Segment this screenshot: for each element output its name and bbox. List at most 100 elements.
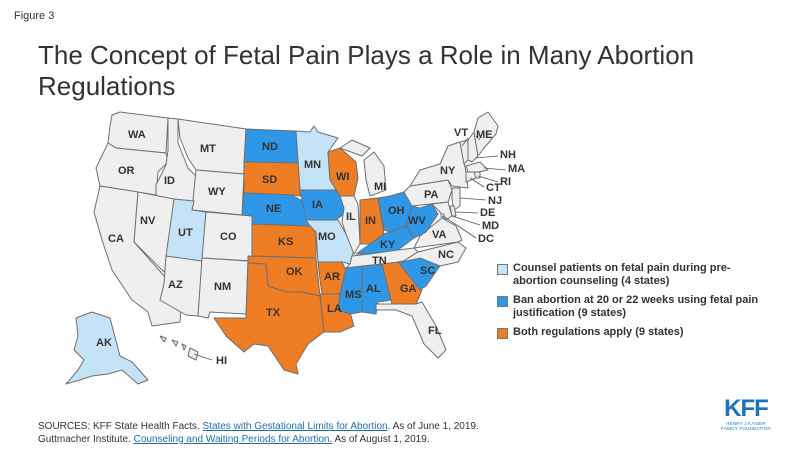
logo-text: KFF <box>724 395 769 422</box>
state-label-AK: AK <box>96 337 112 349</box>
state-label-ME: ME <box>476 129 493 141</box>
leader-line <box>483 167 507 171</box>
leader-line <box>477 175 499 183</box>
logo-subline-2: FAMILY FOUNDATION <box>721 426 771 431</box>
state-MD <box>431 201 453 221</box>
source-1-suffix: . As of June 1, 2019. <box>387 421 479 432</box>
state-label-LA: LA <box>327 303 342 315</box>
state-label-WA: WA <box>128 129 146 141</box>
leader-line <box>442 215 477 239</box>
state-label-NH: NH <box>500 149 516 161</box>
state-label-NM: NM <box>214 281 231 293</box>
state-IL <box>339 195 361 255</box>
state-label-MI: MI <box>374 181 386 193</box>
state-label-FL: FL <box>428 325 442 337</box>
state-label-OK: OK <box>286 266 303 278</box>
state-label-NC: NC <box>438 249 454 261</box>
state-label-NV: NV <box>140 215 156 227</box>
legend-swatch-counsel <box>497 264 508 275</box>
state-label-NJ: NJ <box>488 195 502 207</box>
state-label-VT: VT <box>454 127 468 139</box>
legend-item-counsel: Counsel patients on fetal pain during pr… <box>497 262 767 288</box>
state-label-IN: IN <box>365 215 376 227</box>
state-label-VA: VA <box>432 229 447 241</box>
state-NY <box>409 141 469 189</box>
state-MO <box>305 219 355 265</box>
leader-line <box>475 135 481 141</box>
source-2-suffix: As of August 1, 2019. <box>332 434 430 445</box>
state-NH <box>467 131 479 163</box>
state-HI <box>159 335 199 361</box>
state-NC <box>401 241 467 267</box>
state-label-IL: IL <box>346 211 356 223</box>
state-label-WI: WI <box>336 171 349 183</box>
state-label-NY: NY <box>440 165 456 177</box>
state-label-ND: ND <box>262 141 278 153</box>
state-label-CT: CT <box>486 182 501 194</box>
state-label-MN: MN <box>304 159 321 171</box>
legend: Counsel patients on fetal pain during pr… <box>497 262 767 345</box>
kff-logo: KFF HENRY J KAISER FAMILY FOUNDATION <box>713 395 779 432</box>
leader-line <box>454 211 479 214</box>
leader-line <box>451 215 481 226</box>
state-label-WV: WV <box>408 215 426 227</box>
state-AK <box>65 311 149 385</box>
state-NJ <box>451 187 461 211</box>
state-label-IA: IA <box>312 199 323 211</box>
state-WI <box>327 147 359 197</box>
state-KS <box>251 223 317 259</box>
state-label-DC: DC <box>478 233 494 245</box>
state-label-OR: OR <box>118 165 135 177</box>
legend-swatch-ban <box>497 296 508 307</box>
legend-label-both: Both regulations apply (9 states) <box>513 326 684 338</box>
state-label-AR: AR <box>324 271 340 283</box>
page-title: The Concept of Fetal Pain Plays a Role i… <box>38 40 695 101</box>
leader-line <box>469 177 485 188</box>
state-label-ID: ID <box>164 175 175 187</box>
state-label-UT: UT <box>178 227 193 239</box>
state-label-SD: SD <box>262 174 277 186</box>
state-label-KY: KY <box>380 239 396 251</box>
sources: SOURCES: KFF State Health Facts. States … <box>38 420 479 446</box>
leader-line <box>459 197 487 201</box>
legend-item-both: Both regulations apply (9 states) <box>497 326 767 339</box>
legend-label-ban: Ban abortion at 20 or 22 weeks using fet… <box>513 294 759 319</box>
state-label-SC: SC <box>420 265 435 277</box>
state-MA <box>465 161 489 173</box>
state-GA <box>381 261 423 305</box>
leader-line <box>193 353 213 361</box>
source-line-2: Guttmacher Institute. Counseling and Wai… <box>38 433 479 446</box>
logo-subline-1: HENRY J KAISER <box>726 421 766 426</box>
state-label-AL: AL <box>366 283 381 295</box>
state-label-RI: RI <box>500 176 511 188</box>
legend-item-ban: Ban abortion at 20 or 22 weeks using fet… <box>497 294 767 320</box>
state-label-WY: WY <box>208 186 226 198</box>
source-line-1: SOURCES: KFF State Health Facts. States … <box>38 420 479 433</box>
leader-line <box>475 155 499 159</box>
state-MI <box>339 139 387 197</box>
state-label-MS: MS <box>345 289 362 301</box>
state-label-DE: DE <box>480 207 495 219</box>
state-label-CO: CO <box>220 231 237 243</box>
state-label-AZ: AZ <box>168 279 183 291</box>
figure-label: Figure 3 <box>14 10 55 22</box>
state-labels: WA OR CA ID NV MT WY UT CO AZ NM ND SD N… <box>96 127 525 367</box>
state-label-KS: KS <box>278 236 293 248</box>
legend-swatch-both <box>497 328 508 339</box>
state-ME <box>473 111 499 157</box>
state-label-TX: TX <box>266 307 281 319</box>
state-label-NE: NE <box>266 203 281 215</box>
state-label-MO: MO <box>318 231 336 243</box>
leader-line <box>461 137 469 147</box>
state-label-MD: MD <box>482 220 499 232</box>
state-FL <box>375 301 447 359</box>
state-label-OH: OH <box>388 205 405 217</box>
source-link-gestational-limits[interactable]: States with Gestational Limits for Abort… <box>202 421 388 432</box>
state-label-PA: PA <box>424 189 439 201</box>
state-label-HI: HI <box>216 355 227 367</box>
state-label-MT: MT <box>200 143 216 155</box>
source-1-prefix: SOURCES: KFF State Health Facts. <box>38 421 203 432</box>
state-label-CA: CA <box>108 233 124 245</box>
source-link-counseling-waiting[interactable]: Counseling and Waiting Periods for Abort… <box>133 434 333 445</box>
